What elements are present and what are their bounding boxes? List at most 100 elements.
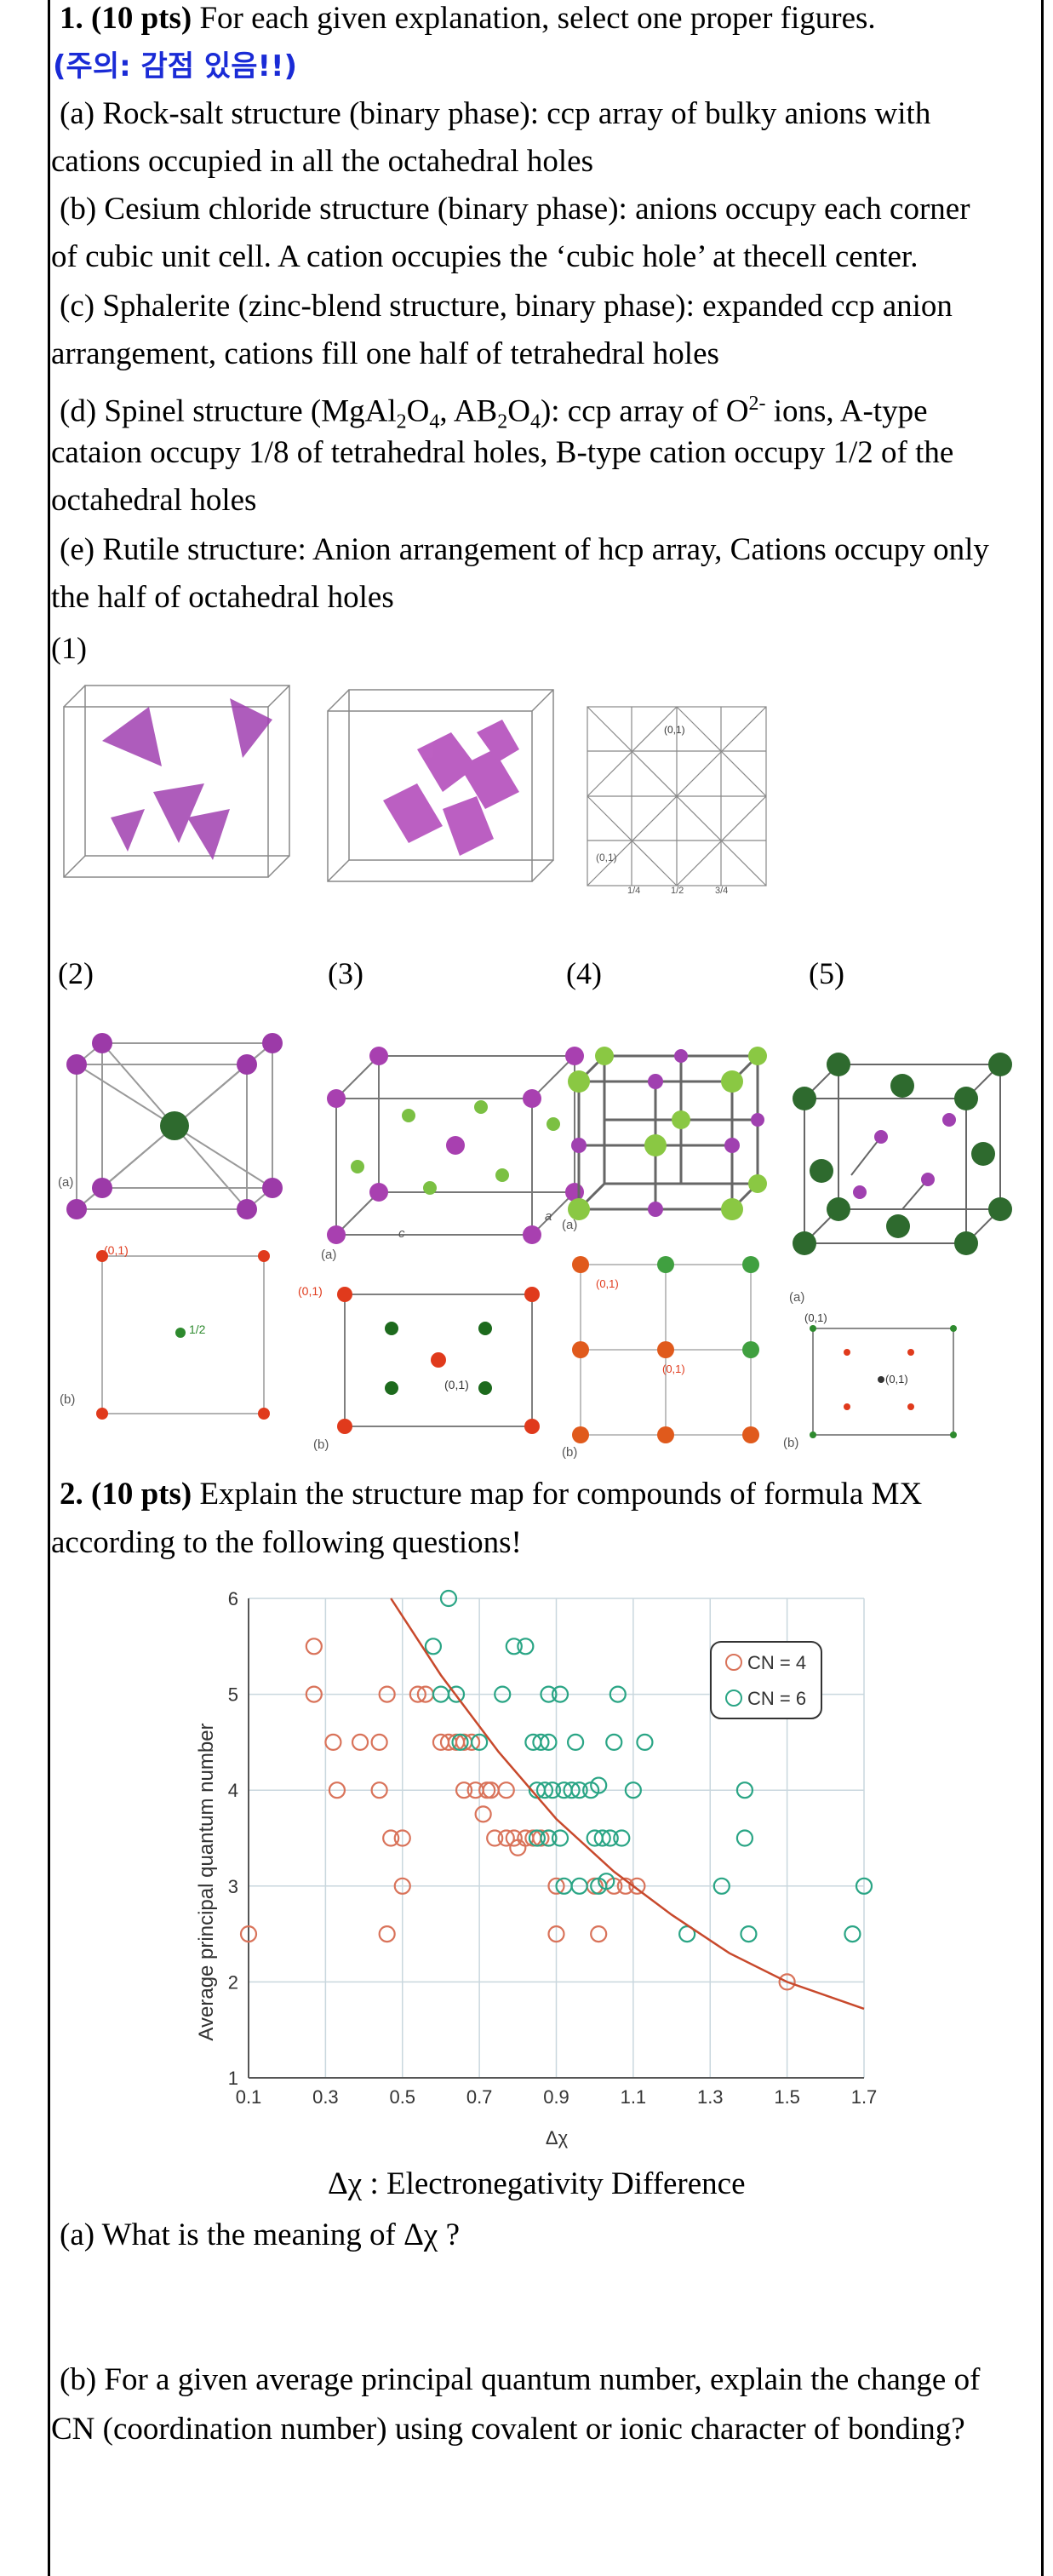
q2-question-b-line1: (b) For a given average principal quantu… bbox=[60, 2362, 981, 2397]
point-cn6 bbox=[601, 1829, 619, 1847]
fig3-rutile-cell bbox=[335, 1055, 575, 1236]
point-cn4 bbox=[324, 1733, 342, 1752]
point-cn6 bbox=[543, 1781, 562, 1799]
point-cn4 bbox=[505, 1829, 523, 1847]
formula-o: O bbox=[406, 393, 430, 429]
legend-marker-cn4 bbox=[725, 1654, 742, 1671]
fig4-zero-one-b: (0,1) bbox=[662, 1363, 685, 1375]
sub: 2 bbox=[396, 410, 407, 433]
point-cn4 bbox=[305, 1685, 323, 1703]
q1-item-e-line2: the half of octahedral holes bbox=[51, 580, 394, 615]
y-tick-label: 6 bbox=[228, 1588, 238, 1609]
y-tick-label: 1 bbox=[228, 2068, 238, 2089]
fig3-axis-a: a bbox=[545, 1209, 552, 1224]
point-cn6 bbox=[570, 1877, 588, 1895]
y-tick-label: 2 bbox=[228, 1971, 238, 1993]
point-cn6 bbox=[451, 1733, 469, 1752]
point-cn6 bbox=[678, 1925, 696, 1943]
formula-ab: , AB bbox=[439, 393, 498, 429]
formula-o: O bbox=[507, 393, 530, 429]
point-cn4 bbox=[547, 1877, 565, 1895]
point-cn6 bbox=[740, 1925, 758, 1943]
x-tick-label: 1.3 bbox=[697, 2086, 724, 2108]
q1-item-d-line2: cataion occupy 1/8 of tetrahedral holes,… bbox=[51, 435, 954, 470]
point-cn4 bbox=[497, 1829, 515, 1847]
fig3-ions bbox=[327, 1047, 584, 1244]
q2-heading-line2: according to the following questions! bbox=[51, 1525, 522, 1560]
point-cn4 bbox=[351, 1733, 369, 1752]
point-cn6 bbox=[540, 1733, 558, 1752]
point-cn6 bbox=[540, 1685, 558, 1703]
fig4-projection-ions bbox=[572, 1256, 759, 1443]
fig1-spinel-cell-a bbox=[63, 685, 290, 878]
chart-points bbox=[239, 1589, 873, 1991]
point-cn6 bbox=[570, 1781, 588, 1799]
point-cn6 bbox=[735, 1781, 754, 1799]
x-tick-label: 0.7 bbox=[466, 2086, 493, 2108]
fig1-zero-one-b: (0,1) bbox=[664, 724, 685, 736]
point-cn6 bbox=[844, 1925, 861, 1943]
point-cn4 bbox=[382, 1829, 400, 1847]
point-cn6 bbox=[447, 1685, 466, 1703]
point-cn6 bbox=[439, 1589, 458, 1608]
point-cn6 bbox=[855, 1877, 873, 1895]
fig5-sub-b: (b) bbox=[783, 1436, 799, 1450]
fig1-spinel-cell-b bbox=[327, 689, 554, 882]
fig3-zero-one: (0,1) bbox=[298, 1284, 323, 1298]
fig2-zero-one: (0,1) bbox=[104, 1243, 129, 1257]
point-cn4 bbox=[628, 1877, 646, 1895]
fig3-projection-ions bbox=[337, 1287, 540, 1434]
sub: 2 bbox=[497, 410, 508, 433]
point-cn6 bbox=[609, 1685, 627, 1703]
fig3-sub-a: (a) bbox=[321, 1248, 337, 1262]
point-cn4 bbox=[370, 1781, 388, 1799]
point-cn4 bbox=[239, 1925, 258, 1943]
x-tick-label: 1.5 bbox=[774, 2086, 800, 2108]
q2-question-b-line2: CN (coordination number) using covalent … bbox=[51, 2412, 965, 2447]
point-cn6 bbox=[535, 1781, 554, 1799]
point-cn4 bbox=[378, 1925, 396, 1943]
q2-heading: 2. (10 pts) Explain the structure map fo… bbox=[60, 1477, 922, 1512]
point-cn4 bbox=[393, 1829, 411, 1847]
fig1-tetrahedra-a bbox=[102, 698, 272, 860]
fig1-projection bbox=[587, 706, 767, 886]
point-cn4 bbox=[590, 1925, 608, 1943]
fig5-zero-one: (0,1) bbox=[804, 1311, 827, 1324]
legend-box: CN = 4 CN = 6 bbox=[710, 1641, 822, 1719]
fig3-projection bbox=[344, 1294, 533, 1427]
point-cn6 bbox=[636, 1733, 654, 1752]
fig3-zero-one-b: (0,1) bbox=[444, 1378, 469, 1391]
point-cn6 bbox=[593, 1829, 611, 1847]
x-tick-label: 0.3 bbox=[312, 2086, 339, 2108]
x-tick-label: 1.1 bbox=[621, 2086, 647, 2108]
point-cn4 bbox=[370, 1733, 388, 1752]
x-tick-label: 0.5 bbox=[389, 2086, 415, 2108]
legend-cn4: CN = 4 bbox=[747, 1652, 806, 1673]
fig2-sub-b: (b) bbox=[60, 1392, 76, 1407]
fig1-half: 1/2 bbox=[671, 886, 684, 896]
q1-item-a-line1: (a) Rock-salt structure (binary phase): … bbox=[60, 96, 931, 131]
point-cn6 bbox=[494, 1685, 512, 1703]
chart-caption: Δχ : Electronegativity Difference bbox=[328, 2166, 746, 2201]
point-cn6 bbox=[566, 1733, 585, 1752]
x-axis-label: Δχ bbox=[546, 2127, 569, 2149]
point-cn4 bbox=[378, 1685, 396, 1703]
fig4-ions bbox=[568, 1047, 767, 1220]
point-cn4 bbox=[547, 1925, 565, 1943]
fig5-projection bbox=[812, 1328, 954, 1436]
y-tick-label: 4 bbox=[228, 1780, 238, 1801]
q1-item-e-line1: (e) Rutile structure: Anion arrangement … bbox=[60, 532, 989, 567]
q1-item-d-line1: (d) Spinel structure (MgAl2O4, AB2O4): c… bbox=[60, 387, 928, 439]
point-cn6 bbox=[551, 1685, 569, 1703]
point-cn6 bbox=[551, 1829, 569, 1847]
fig2-projection bbox=[101, 1255, 265, 1414]
q1-item-d-line3: octahedral holes bbox=[51, 483, 257, 518]
q1-item-b-line1: (b) Cesium chloride structure (binary ph… bbox=[60, 192, 970, 227]
point-cn6 bbox=[613, 1829, 631, 1847]
sub: 4 bbox=[529, 410, 541, 433]
chart-axes: 0.1 0.3 0.5 0.7 0.9 1.1 1.3 1.5 1.7 1 2 3 4 5 6 bbox=[228, 1588, 878, 2108]
fig2-half: 1/2 bbox=[189, 1322, 206, 1336]
fig4-zero-one: (0,1) bbox=[596, 1277, 619, 1290]
q1-heading: 1. (10 pts) For each given explanation, … bbox=[60, 2, 876, 36]
